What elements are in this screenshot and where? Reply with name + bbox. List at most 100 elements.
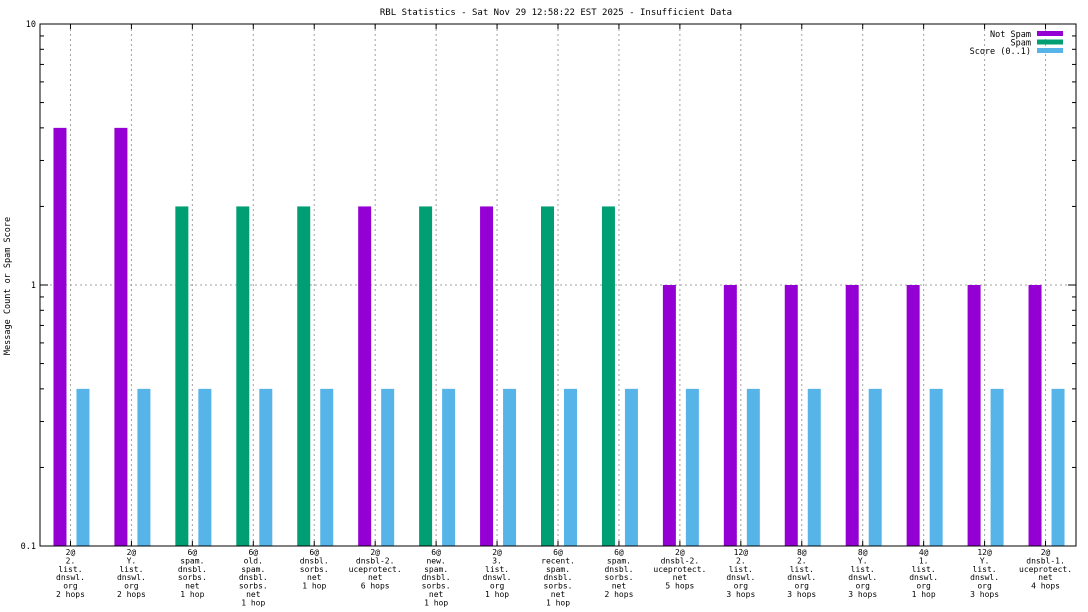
category-label-line: 1 hop [546, 598, 570, 607]
category-label-line: sorbs. [544, 582, 573, 591]
category-label-line: 8@ [858, 548, 868, 557]
category-label-line: org [124, 582, 139, 591]
category-label-line: dnsbl. [422, 573, 451, 582]
category-label-line: new. [426, 556, 445, 565]
category-label-line: 12@ [734, 548, 749, 557]
category-label-line: list. [119, 565, 143, 574]
category-label-line: 5 hops [665, 582, 694, 591]
category-label-line: spam. [424, 565, 448, 574]
bar-spam [175, 206, 189, 547]
bar-not-spam [662, 285, 676, 546]
category-label-line: dnswl. [848, 573, 877, 582]
category-label-line: uceprotect. [1019, 565, 1072, 574]
category-label-line: dnsbl-2. [661, 556, 700, 565]
category-label-line: sorbs. [178, 573, 207, 582]
category-label-line: 3 hops [726, 590, 755, 599]
bar-score-0-1 [259, 388, 273, 546]
category-label-line: 2 hops [117, 590, 146, 599]
category-label-line: 2@ [370, 548, 380, 557]
category-label-line: 1 hop [912, 590, 936, 599]
y-tick-labels: 0.1 1 10 [21, 20, 36, 552]
category-label-line: dnswl. [970, 573, 999, 582]
category-label-line: list. [58, 565, 82, 574]
category-label-line: 6@ [309, 548, 319, 557]
category-label-line: Y. [858, 556, 868, 565]
category-label-line: dnswl. [909, 573, 938, 582]
category-label-line: dnswl. [483, 573, 512, 582]
bar-not-spam [906, 285, 920, 546]
category-label-line: list. [485, 565, 509, 574]
category-label-line: 6@ [188, 548, 198, 557]
category-label-line: dnswl. [726, 573, 755, 582]
bar-not-spam [845, 285, 859, 546]
category-label-line: 1 hop [485, 590, 509, 599]
category-label-line: 2@ [492, 548, 502, 557]
category-label-line: net [185, 582, 200, 591]
bar-score-0-1 [137, 388, 151, 546]
bar-score-0-1 [442, 388, 456, 546]
category-label-line: dnsbl. [239, 573, 268, 582]
category-label-line: org [490, 582, 505, 591]
bar-score-0-1 [929, 388, 943, 546]
category-label-line: 3 hops [848, 590, 877, 599]
legend-label: Spam [1011, 39, 1031, 49]
category-label: 4@ 1. list. dnswl. org 1 hop [909, 548, 938, 599]
category-label-line: list. [729, 565, 753, 574]
category-label-line: net [673, 573, 688, 582]
category-label-line: uceprotect. [653, 565, 706, 574]
category-label-line: net [612, 582, 627, 591]
category-label: 2@ dnsbl-2. uceprotect. net 5 hops [653, 548, 706, 591]
bars [53, 127, 1065, 547]
category-label-line: 6@ [248, 548, 258, 557]
bar-score-0-1 [990, 388, 1004, 546]
category-label-line: 12@ [977, 548, 992, 557]
category-label: 8@ 2. list. dnswl. org 3 hops [787, 548, 816, 599]
category-label-line: list. [973, 565, 997, 574]
bar-spam [236, 206, 250, 547]
bar-score-0-1 [320, 388, 334, 546]
category-label-line: sorbs. [239, 582, 268, 591]
category-label-line: 2 hops [56, 590, 85, 599]
category-label-line: list. [912, 565, 936, 574]
category-label-line: Y. [980, 556, 990, 565]
category-label-line: 2@ [1041, 548, 1051, 557]
category-label-line: net [551, 590, 566, 599]
bar-score-0-1 [198, 388, 212, 546]
bar-not-spam [480, 206, 494, 547]
category-label-line: 2@ [127, 548, 137, 557]
y-axis-label: Message Count or Spam Score [3, 217, 13, 355]
bar-not-spam [1028, 285, 1042, 546]
category-label: 6@ spam. dnsbl. sorbs. net 1 hop [178, 548, 207, 599]
category-label-line: dnsbl-1. [1026, 556, 1065, 565]
category-label-line: org [916, 582, 931, 591]
category-label-line: 3 hops [970, 590, 999, 599]
category-label: 12@ Y. list. dnswl. org 3 hops [970, 548, 999, 599]
bar-not-spam [723, 285, 737, 546]
category-label-line: dnsbl-2. [356, 556, 395, 565]
bar-spam [541, 206, 554, 547]
bar-not-spam [53, 127, 67, 547]
category-label-line: spam. [607, 556, 631, 565]
legend-label: Score (0..1) [970, 47, 1031, 57]
category-label-line: old. [244, 556, 263, 565]
category-label-line: net [246, 590, 261, 599]
category-label: 6@ spam. dnsbl. sorbs. net 2 hops [604, 548, 633, 599]
bar-spam [419, 206, 433, 547]
category-label-line: list. [790, 565, 814, 574]
category-label-line: 1 hop [424, 598, 448, 607]
category-label-line: net [307, 573, 322, 582]
category-label-line: 6 hops [361, 582, 390, 591]
category-label-line: 6@ [553, 548, 563, 557]
category-label-line: dnswl. [56, 573, 85, 582]
bar-spam [297, 206, 311, 547]
category-label-line: spam. [241, 565, 265, 574]
category-label-line: 8@ [797, 548, 807, 557]
y-tick-label: 1 [31, 281, 36, 291]
category-label-line: 6@ [431, 548, 441, 557]
bar-spam [601, 206, 615, 547]
category-label-line: sorbs. [422, 582, 451, 591]
y-tick-label: 0.1 [21, 542, 36, 552]
category-label: 12@ 2. list. dnswl. org 3 hops [726, 548, 755, 599]
category-label-line: 4@ [919, 548, 929, 557]
legend-label: Not Spam [990, 30, 1031, 40]
